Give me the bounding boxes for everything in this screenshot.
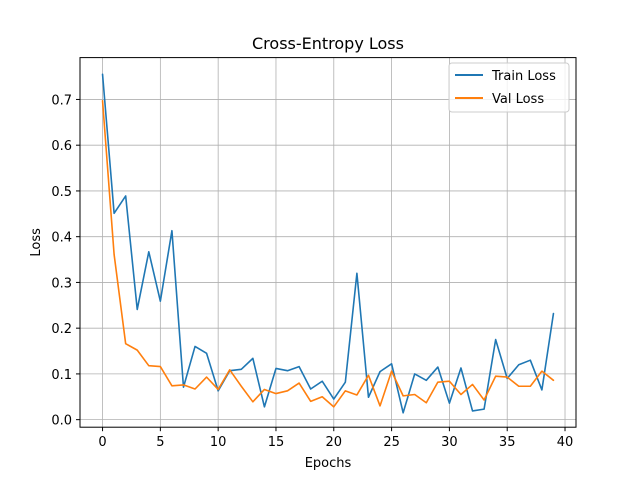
x-tick-label: 25 — [383, 435, 400, 450]
x-tick-label: 10 — [210, 435, 227, 450]
y-tick-label: 0.3 — [51, 276, 72, 291]
x-tick-label: 15 — [268, 435, 285, 450]
series-line-val-loss — [101, 100, 555, 408]
axis-ticks: 0 5 10 15 20 25 30 35 40 0.0 0.1 0.2 0.3 0.4 0.5 0.6 0.7 — [51, 93, 573, 450]
y-tick-label: 0.2 — [51, 322, 72, 337]
legend-label-val-loss: Val Loss — [492, 92, 544, 107]
x-tick-label: 40 — [557, 435, 574, 450]
x-tick-label: 0 — [98, 435, 106, 450]
grid-lines — [80, 57, 576, 428]
series-lines — [101, 73, 555, 414]
x-tick-label: 30 — [441, 435, 458, 450]
x-tick-label: 35 — [499, 435, 516, 450]
x-tick-label: 20 — [326, 435, 343, 450]
x-axis-label: Epochs — [305, 456, 352, 471]
legend: Train Loss Val Loss — [448, 62, 570, 113]
y-tick-label: 0.6 — [51, 139, 72, 154]
y-tick-label: 0.5 — [51, 185, 72, 200]
y-tick-label: 0.1 — [51, 368, 72, 383]
plot-frame — [79, 57, 577, 428]
x-tick-label: 5 — [156, 435, 164, 450]
series-line-train-loss — [101, 73, 555, 414]
y-tick-label: 0.7 — [51, 93, 72, 108]
legend-label-train-loss: Train Loss — [491, 69, 556, 84]
y-axis-label: Loss — [29, 228, 44, 257]
y-tick-label: 0.4 — [51, 231, 72, 246]
y-tick-label: 0.0 — [51, 414, 72, 429]
chart-title: Cross-Entropy Loss — [252, 34, 404, 53]
